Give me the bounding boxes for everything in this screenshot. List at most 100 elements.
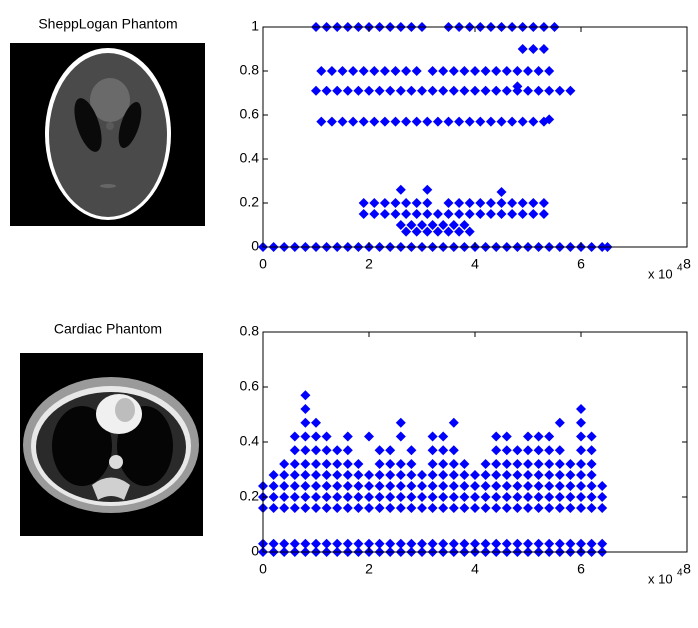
point xyxy=(417,470,427,480)
point xyxy=(311,445,321,456)
point xyxy=(454,198,465,208)
point xyxy=(533,538,544,549)
point xyxy=(496,187,507,197)
point xyxy=(491,470,502,480)
point xyxy=(443,198,454,208)
point xyxy=(311,431,321,442)
point xyxy=(432,116,443,127)
point xyxy=(480,470,491,480)
point xyxy=(406,470,417,480)
point xyxy=(385,459,396,469)
point xyxy=(565,492,576,502)
point xyxy=(480,481,491,491)
point xyxy=(448,470,459,480)
point xyxy=(401,198,412,208)
point xyxy=(496,198,507,208)
point xyxy=(385,503,396,513)
point xyxy=(485,209,496,219)
point xyxy=(544,538,555,549)
point xyxy=(406,220,417,230)
point xyxy=(358,116,369,127)
point xyxy=(528,198,539,208)
y-tick-label: 0.2 xyxy=(240,194,260,210)
point xyxy=(576,404,586,414)
point xyxy=(311,503,321,513)
point xyxy=(443,116,454,127)
point xyxy=(438,470,449,480)
point xyxy=(385,445,396,456)
point xyxy=(459,492,470,502)
y-tick-label: 0.6 xyxy=(240,378,260,394)
cardiac-image xyxy=(20,353,203,536)
point xyxy=(300,417,311,428)
point xyxy=(427,66,438,76)
point xyxy=(395,184,406,195)
point xyxy=(332,85,343,96)
point xyxy=(411,66,422,76)
point xyxy=(422,198,433,208)
point xyxy=(438,445,449,456)
point xyxy=(448,220,459,230)
point xyxy=(443,226,454,237)
point xyxy=(491,66,502,76)
x-multiplier: x 10 xyxy=(648,266,673,281)
point xyxy=(406,459,417,469)
point xyxy=(417,503,427,513)
point xyxy=(279,481,290,491)
point xyxy=(544,459,555,469)
point xyxy=(576,481,586,491)
point xyxy=(454,116,465,127)
point xyxy=(369,209,380,219)
point xyxy=(321,492,332,502)
point xyxy=(475,209,486,219)
point xyxy=(544,503,555,513)
point xyxy=(586,431,597,442)
point xyxy=(491,445,502,456)
point xyxy=(480,503,491,513)
point xyxy=(395,470,406,480)
point xyxy=(496,209,507,219)
point xyxy=(576,431,586,442)
point xyxy=(358,66,369,76)
point xyxy=(501,445,512,456)
point xyxy=(554,503,565,513)
point xyxy=(311,85,321,96)
point xyxy=(406,538,417,549)
y-tick-label: 0.4 xyxy=(240,433,260,449)
shepp-logan-image xyxy=(10,43,205,226)
point xyxy=(332,470,343,480)
point xyxy=(597,481,608,491)
point xyxy=(448,538,459,549)
point xyxy=(523,459,533,469)
point xyxy=(369,116,380,127)
point xyxy=(523,503,533,513)
point xyxy=(448,417,459,428)
point xyxy=(300,492,311,502)
point xyxy=(533,470,544,480)
point xyxy=(533,492,544,502)
point xyxy=(554,492,565,502)
point xyxy=(385,470,396,480)
point xyxy=(533,431,544,442)
point xyxy=(491,538,502,549)
point xyxy=(353,538,364,549)
point xyxy=(538,198,549,208)
point xyxy=(448,481,459,491)
point xyxy=(406,445,417,456)
point xyxy=(576,503,586,513)
point xyxy=(512,492,523,502)
point xyxy=(289,481,300,491)
point xyxy=(517,44,528,54)
point xyxy=(337,116,348,127)
point xyxy=(379,66,390,76)
point xyxy=(364,431,374,442)
point xyxy=(586,459,597,469)
point xyxy=(554,538,565,549)
point xyxy=(480,538,491,549)
point xyxy=(395,220,406,230)
point xyxy=(374,538,385,549)
point xyxy=(374,503,385,513)
point xyxy=(517,116,528,127)
point xyxy=(528,116,539,127)
